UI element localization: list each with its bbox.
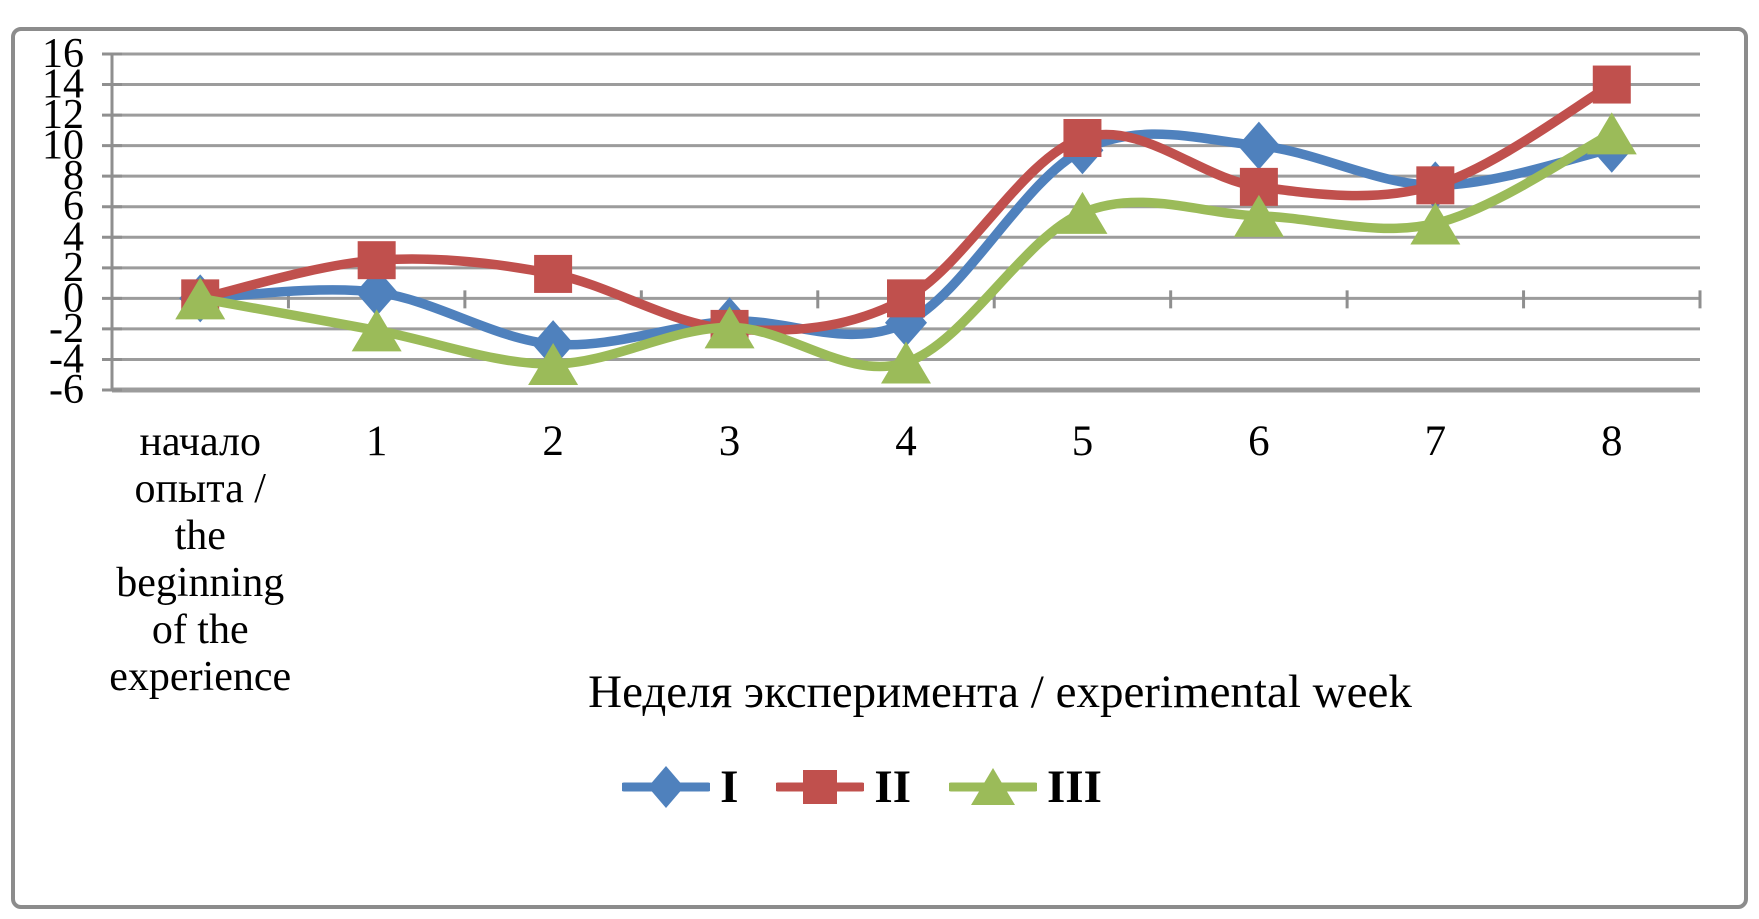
x-category-label-first: начало опыта / the beginning of the experienc… xyxy=(109,419,291,700)
x-axis-title: Неделя эксперимента / experimental week xyxy=(588,666,1412,718)
y-tick-label: 12 xyxy=(42,92,84,138)
diamond-marker-icon xyxy=(619,763,713,811)
series-I-marker xyxy=(1237,121,1280,170)
y-tick-label: 2 xyxy=(63,245,84,291)
y-tick-label: 4 xyxy=(63,214,84,260)
y-tick-label: 6 xyxy=(63,184,84,230)
series-III-marker xyxy=(175,277,226,320)
series-I-marker xyxy=(355,268,398,317)
y-tick-label: 16 xyxy=(42,31,84,77)
legend-label: I xyxy=(720,760,739,813)
series-II-marker xyxy=(1416,166,1455,205)
series-II-marker xyxy=(534,254,573,293)
legend: I II III xyxy=(0,758,1724,816)
x-category-label: 2 xyxy=(542,418,564,465)
series-III-marker xyxy=(1233,194,1284,237)
legend-label: II xyxy=(874,760,911,813)
y-tick-label: -6 xyxy=(49,367,84,413)
series-III-marker xyxy=(704,306,755,349)
series-III-marker xyxy=(1586,112,1637,155)
series-II-marker xyxy=(1592,65,1631,104)
series-III-marker xyxy=(528,343,579,386)
y-tick-label: 8 xyxy=(63,153,84,199)
y-tick-label: 14 xyxy=(42,62,84,108)
series-III-marker xyxy=(1410,202,1461,245)
x-category-label: 5 xyxy=(1072,418,1094,465)
x-category-label: 1 xyxy=(366,418,388,465)
series-III-marker xyxy=(351,309,402,352)
series-III-marker xyxy=(881,341,931,384)
x-category-label: 7 xyxy=(1425,418,1447,465)
x-category-label: 4 xyxy=(895,418,917,465)
legend-item-series-1: I xyxy=(619,760,739,813)
legend-item-series-2: II xyxy=(773,760,911,813)
legend-label: III xyxy=(1047,760,1102,813)
legend-item-series-3: III xyxy=(946,760,1102,813)
y-tick-label: 0 xyxy=(63,275,84,321)
y-tick-label: 10 xyxy=(42,123,84,169)
x-category-label: 8 xyxy=(1601,418,1623,465)
y-tick-label: -2 xyxy=(49,306,84,352)
square-marker-icon xyxy=(773,763,867,811)
x-category-label: 6 xyxy=(1248,418,1270,465)
y-tick-label: -4 xyxy=(49,336,84,382)
series-II-marker xyxy=(357,241,396,280)
x-category-label: 3 xyxy=(719,418,741,465)
series-II-marker xyxy=(887,279,925,318)
series-II-marker xyxy=(1063,119,1102,157)
triangle-marker-icon xyxy=(946,763,1040,811)
series-III-marker xyxy=(1057,191,1108,234)
